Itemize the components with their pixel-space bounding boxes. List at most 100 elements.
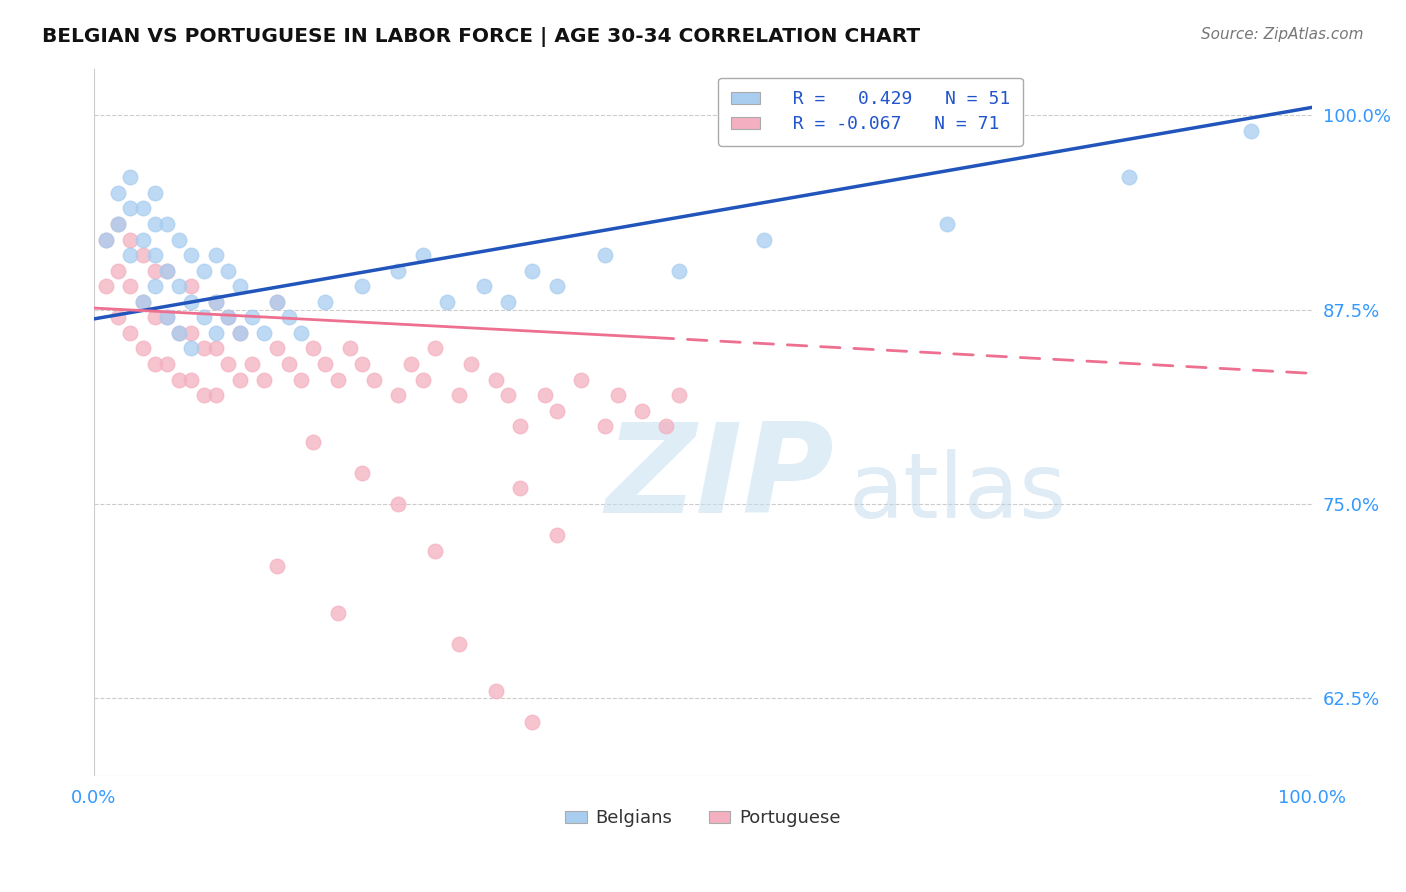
Point <box>204 326 226 340</box>
Point <box>546 528 568 542</box>
Point <box>217 310 239 325</box>
Point <box>240 357 263 371</box>
Point <box>350 466 373 480</box>
Point <box>314 294 336 309</box>
Point <box>229 326 252 340</box>
Point <box>302 342 325 356</box>
Point <box>449 388 471 402</box>
Point <box>399 357 422 371</box>
Point <box>412 248 434 262</box>
Point <box>204 248 226 262</box>
Point <box>143 279 166 293</box>
Point <box>277 357 299 371</box>
Point <box>412 373 434 387</box>
Point <box>668 388 690 402</box>
Point <box>314 357 336 371</box>
Point <box>387 263 409 277</box>
Point <box>546 279 568 293</box>
Point <box>180 248 202 262</box>
Point <box>156 357 179 371</box>
Point <box>94 279 117 293</box>
Point <box>253 326 276 340</box>
Point <box>472 279 495 293</box>
Point <box>460 357 482 371</box>
Point <box>436 294 458 309</box>
Point <box>120 233 142 247</box>
Point <box>120 170 142 185</box>
Point <box>143 186 166 200</box>
Point <box>156 263 179 277</box>
Point <box>363 373 385 387</box>
Point <box>131 342 153 356</box>
Point <box>449 637 471 651</box>
Point <box>253 373 276 387</box>
Point <box>107 217 129 231</box>
Point <box>143 217 166 231</box>
Point <box>180 279 202 293</box>
Point <box>217 310 239 325</box>
Point <box>204 342 226 356</box>
Point <box>266 294 288 309</box>
Point <box>143 263 166 277</box>
Point <box>156 310 179 325</box>
Point <box>120 279 142 293</box>
Point <box>387 388 409 402</box>
Point <box>509 482 531 496</box>
Point <box>143 310 166 325</box>
Point <box>423 543 446 558</box>
Point <box>167 373 190 387</box>
Point <box>204 388 226 402</box>
Point <box>167 279 190 293</box>
Point <box>350 357 373 371</box>
Point <box>131 202 153 216</box>
Point <box>240 310 263 325</box>
Point <box>655 419 678 434</box>
Point <box>546 403 568 417</box>
Point <box>94 233 117 247</box>
Text: atlas: atlas <box>849 449 1067 537</box>
Point <box>496 294 519 309</box>
Point <box>143 248 166 262</box>
Point <box>180 373 202 387</box>
Point <box>94 233 117 247</box>
Point <box>193 263 215 277</box>
Point <box>204 294 226 309</box>
Point <box>595 419 617 434</box>
Point <box>326 373 349 387</box>
Point <box>266 342 288 356</box>
Point <box>290 326 312 340</box>
Legend: Belgians, Portuguese: Belgians, Portuguese <box>558 802 848 834</box>
Point <box>167 326 190 340</box>
Point <box>290 373 312 387</box>
Point <box>180 294 202 309</box>
Point <box>1240 124 1263 138</box>
Point <box>156 310 179 325</box>
Point <box>935 217 957 231</box>
Point <box>509 419 531 434</box>
Point <box>522 263 544 277</box>
Point <box>120 202 142 216</box>
Point <box>217 263 239 277</box>
Point <box>156 217 179 231</box>
Point <box>277 310 299 325</box>
Point <box>107 310 129 325</box>
Point <box>339 342 361 356</box>
Text: ZIP: ZIP <box>606 418 834 540</box>
Point <box>180 342 202 356</box>
Point <box>423 342 446 356</box>
Point <box>229 326 252 340</box>
Point <box>387 497 409 511</box>
Point <box>217 357 239 371</box>
Point <box>485 683 508 698</box>
Point <box>229 279 252 293</box>
Point <box>120 326 142 340</box>
Point <box>533 388 555 402</box>
Point <box>143 357 166 371</box>
Point <box>107 217 129 231</box>
Point <box>326 606 349 620</box>
Point <box>350 279 373 293</box>
Point <box>167 233 190 247</box>
Point <box>180 326 202 340</box>
Point <box>107 186 129 200</box>
Point <box>266 294 288 309</box>
